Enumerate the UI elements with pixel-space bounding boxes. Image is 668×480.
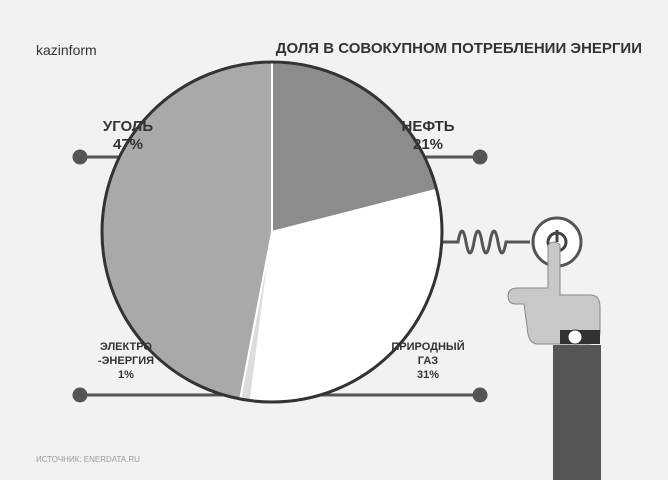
- category-label: НЕФТЬ: [401, 118, 455, 135]
- value-label: 1%: [118, 369, 134, 381]
- decor: [72, 149, 530, 403]
- value-label: 47%: [112, 136, 144, 153]
- chart-title: ДОЛЯ В СОВОКУПНОМ ПОТРЕБЛЕНИИ ЭНЕРГИИ: [275, 40, 642, 57]
- category-label: ЭЛЕКТРО -ЭНЕРГИЯ: [97, 341, 155, 367]
- value-label: 31%: [416, 369, 440, 381]
- pie-outline: [100, 60, 444, 404]
- source: ИСТОЧНИК: ENERDATA.RU: [36, 455, 140, 464]
- slice-label: ЭЛЕКТРО -ЭНЕРГИЯ 1%: [56, 340, 196, 382]
- slice-label: НЕФТЬ 21%: [358, 118, 498, 154]
- category-label: ПРИРОДНЫЙ ГАЗ: [391, 341, 465, 367]
- slice-label: УГОЛЬ 47%: [58, 118, 198, 154]
- pie: [100, 60, 444, 404]
- value-label: 21%: [412, 136, 444, 153]
- hand: [507, 216, 601, 480]
- category-label: УГОЛЬ: [102, 118, 154, 135]
- slice-label: ПРИРОДНЫЙ ГАЗ 31%: [358, 340, 498, 382]
- logo: kazinform: [36, 42, 97, 58]
